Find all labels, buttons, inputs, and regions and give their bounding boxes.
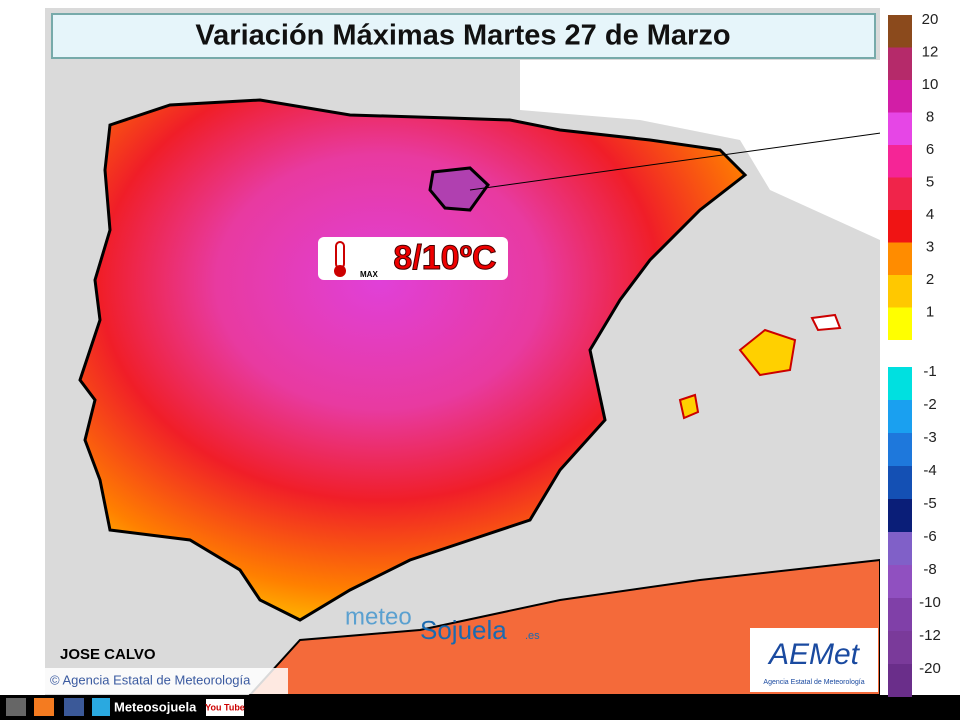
legend-label: -10 — [919, 594, 941, 611]
legend-label: 4 — [926, 206, 934, 223]
legend-swatch — [888, 466, 912, 499]
logo: AEMet — [767, 638, 861, 671]
legend-swatch — [888, 631, 912, 664]
badge-label: MAX — [360, 270, 378, 279]
legend-swatch — [888, 532, 912, 565]
legend-label: 1 — [926, 303, 934, 320]
watermark-2: Sojuela — [420, 615, 507, 645]
legend-label: 3 — [926, 238, 934, 255]
source-box — [45, 668, 288, 694]
legend-swatch — [888, 112, 912, 145]
watermark-3: .es — [525, 630, 540, 642]
legend-swatch — [888, 433, 912, 466]
legend-label: -2 — [923, 396, 936, 413]
thermometer — [335, 241, 345, 269]
legend-swatch — [888, 598, 912, 631]
legend-label: 20 — [922, 11, 939, 28]
legend-swatch — [888, 307, 912, 340]
legend-swatch — [888, 177, 912, 210]
author: JOSE CALVO — [60, 646, 156, 663]
source: © Agencia Estatal de Meteorología — [50, 672, 251, 687]
title: Variación Máximas Martes 27 de Marzo — [195, 20, 730, 52]
legend-swatch — [888, 367, 912, 400]
legend-label: -3 — [923, 429, 936, 446]
legend-swatch — [888, 400, 912, 433]
legend-label: -5 — [923, 495, 936, 512]
legend-swatch — [888, 499, 912, 532]
legend-label: -1 — [923, 363, 936, 380]
legend-swatch — [888, 565, 912, 598]
facebook-icon[interactable] — [64, 698, 84, 716]
iberia — [78, 98, 748, 622]
pointer-line — [469, 131, 889, 191]
blogger-icon[interactable] — [34, 698, 54, 716]
youtube-box[interactable] — [206, 699, 244, 716]
legend-swatch — [888, 275, 912, 308]
legend-label: 8 — [926, 108, 934, 125]
social-handle[interactable]: Meteosojuela — [114, 699, 197, 714]
mallorca — [738, 328, 797, 377]
la-rioja — [428, 166, 490, 212]
legend-label: 6 — [926, 141, 934, 158]
ibiza — [678, 393, 700, 420]
legend: 20 12 10 8 6 5 4 3 2 1 -1 -2 -3 -4 -5 -6 -8 -10 -12 -20 — [888, 11, 941, 697]
legend-swatch — [888, 664, 912, 697]
legend-label: 12 — [922, 43, 939, 60]
camera-icon[interactable] — [6, 698, 26, 716]
legend-label: -4 — [923, 462, 936, 479]
badge — [318, 237, 508, 280]
legend-label: -8 — [923, 561, 936, 578]
youtube[interactable]: You Tube — [205, 702, 245, 712]
title-box — [51, 13, 876, 59]
legend-label: 10 — [922, 76, 939, 93]
footer — [0, 695, 960, 720]
legend-label: -20 — [919, 660, 941, 677]
legend-swatch — [888, 210, 912, 243]
legend-label: -12 — [919, 627, 941, 644]
legend-label: -6 — [923, 528, 936, 545]
twitter-icon[interactable] — [92, 698, 110, 716]
legend-swatch — [888, 80, 912, 113]
legend-swatch — [888, 47, 912, 80]
legend-swatch — [888, 242, 912, 275]
thermometer-bulb — [334, 265, 346, 277]
legend-swatch — [888, 145, 912, 178]
legend-label: 2 — [926, 271, 934, 288]
menorca — [810, 313, 842, 332]
legend-swatch — [888, 15, 912, 48]
badge-text: 8/10ºC — [393, 239, 496, 277]
legend-label: 5 — [926, 173, 934, 190]
france — [520, 60, 880, 240]
watermark-1: meteo — [345, 603, 412, 630]
logo-box — [750, 628, 878, 692]
logo-subtitle: Agencia Estatal de Meteorología — [763, 679, 864, 686]
